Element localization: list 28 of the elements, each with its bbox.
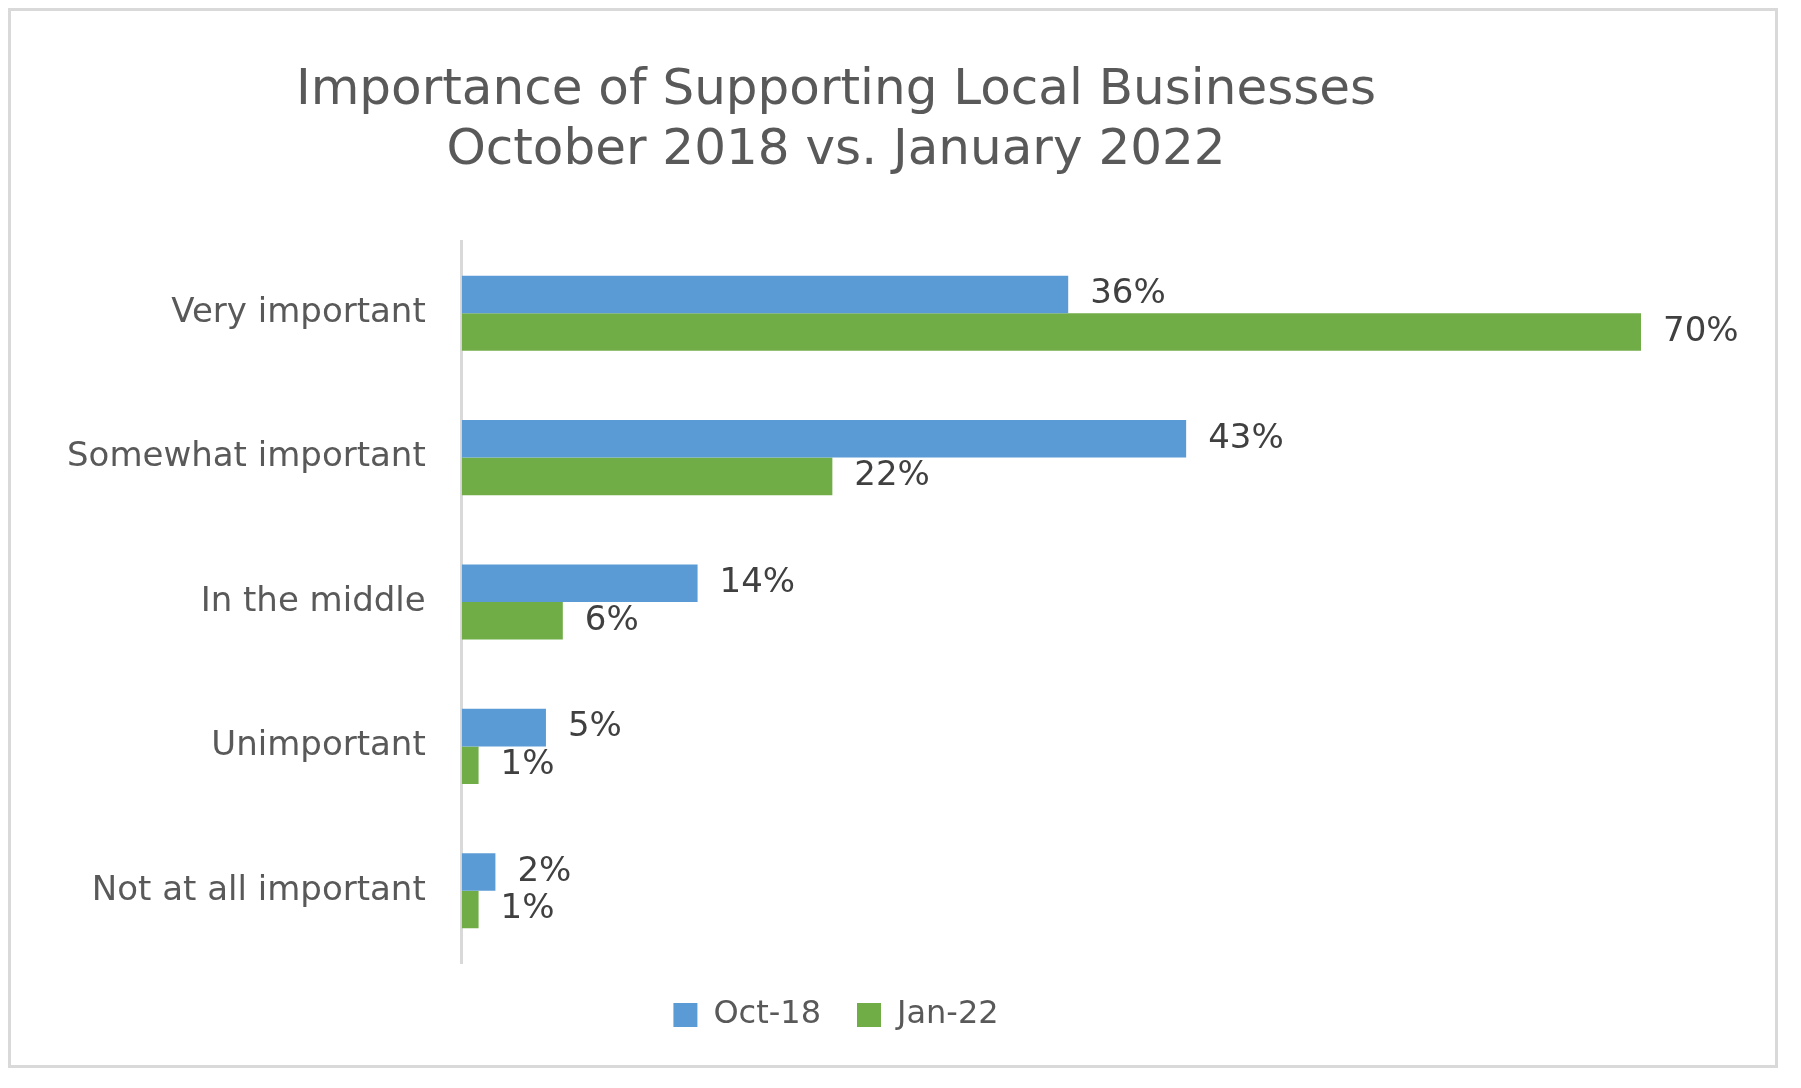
y-tick-label: Very important <box>171 290 426 331</box>
bar <box>461 457 833 496</box>
bar <box>461 708 546 747</box>
bar <box>461 853 496 891</box>
data-label: 5% <box>567 704 622 745</box>
data-label: 36% <box>1090 271 1166 312</box>
y-tick-label: Not at all important <box>91 867 426 908</box>
data-label: 14% <box>719 560 796 601</box>
data-label: 1% <box>500 886 555 927</box>
legend-label: Oct-18 <box>713 993 821 1032</box>
y-tick-label: In the middle <box>200 578 426 619</box>
data-label: 43% <box>1208 415 1284 456</box>
bar <box>461 420 1187 458</box>
bar <box>461 313 1641 351</box>
bar <box>461 275 1069 314</box>
y-tick-label: Unimportant <box>211 723 426 764</box>
bar <box>461 890 479 929</box>
y-tick-label: Somewhat important <box>66 434 426 475</box>
data-label: 2% <box>517 848 572 889</box>
data-label: 70% <box>1663 308 1739 349</box>
bar <box>461 602 563 640</box>
data-label: 1% <box>500 742 555 782</box>
chart-title: Importance of Supporting Local Businesses October 2018 vs. January 2022 <box>295 57 1377 176</box>
data-label: 22% <box>854 453 930 494</box>
bar <box>461 564 698 602</box>
bar <box>461 746 479 784</box>
legend-label: Jan-22 <box>895 993 999 1032</box>
data-label: 6% <box>584 597 639 638</box>
